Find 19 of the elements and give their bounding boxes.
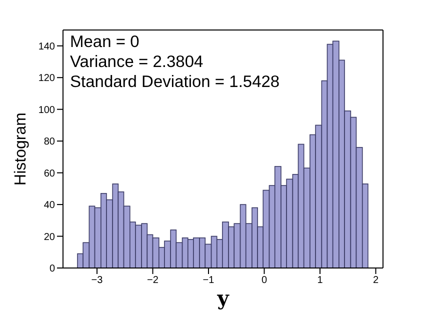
x-tick-label: −2 <box>147 275 159 286</box>
x-tick-label: 2 <box>372 275 379 286</box>
x-axis-title: y <box>216 286 230 310</box>
annotation: Mean = 0 <box>70 32 140 52</box>
y-tick-label: 140 <box>38 41 56 52</box>
y-tick-label: 80 <box>44 136 56 148</box>
x-tick-label: 0 <box>261 275 268 286</box>
y-tick-label: 100 <box>38 104 56 116</box>
x-tick-label: −3 <box>91 275 104 286</box>
y-tick-label: 60 <box>44 168 56 180</box>
x-tick-label: 1 <box>317 275 324 286</box>
y-tick-label: 120 <box>38 73 56 84</box>
x-tick-label: −1 <box>202 275 215 286</box>
annotation: Variance = 2.3804 <box>70 52 204 72</box>
y-tick-label: 40 <box>44 200 56 212</box>
y-axis-title: Histogram <box>12 112 30 186</box>
y-tick-label: 20 <box>44 232 56 243</box>
y-tick-label: 0 <box>49 264 56 275</box>
annotation: Standard Deviation = 1.5428 <box>70 72 280 92</box>
